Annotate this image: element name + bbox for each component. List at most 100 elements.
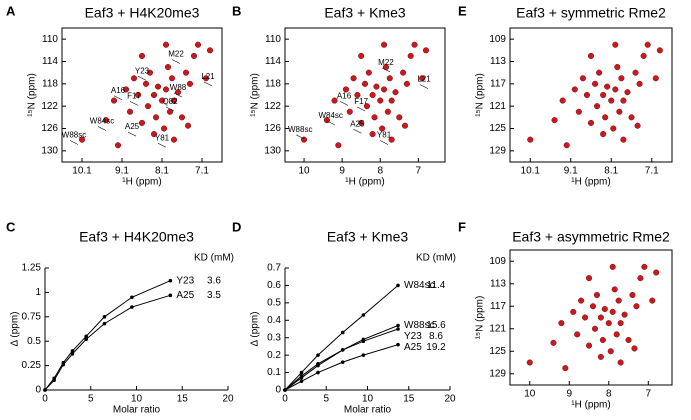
peak: [611, 286, 618, 293]
y-tick-label: 0: [35, 385, 41, 396]
peak: [182, 69, 190, 76]
x-tick-label: 10: [362, 394, 374, 405]
y-tick-label: 121: [489, 323, 506, 334]
peak: [640, 52, 647, 59]
panel-letter: B: [232, 3, 241, 18]
y-tick-label: 125: [489, 123, 506, 134]
kd-value: 15.6: [426, 320, 446, 331]
x-tick-label: 7.1: [195, 166, 209, 177]
peak: [551, 117, 558, 124]
y-tick-label: 126: [264, 123, 281, 134]
y-axis-label: Δ (ppm): [10, 311, 21, 346]
peak-label: Y81: [377, 131, 392, 140]
annotation-box: [381, 67, 391, 73]
peak: [403, 80, 410, 87]
peak-label: Y81: [155, 133, 170, 142]
peak-label: A25: [350, 119, 365, 128]
chart-title: Eaf3 + asymmetric Rme2: [512, 229, 670, 245]
x-tick-label: 5: [88, 394, 94, 405]
peak-label: A16: [111, 86, 126, 95]
peak: [110, 97, 118, 104]
peak: [158, 97, 166, 104]
x-tick-label: 7.1: [645, 166, 659, 177]
peak: [583, 91, 591, 99]
data-point: [299, 374, 304, 378]
data-point: [70, 349, 75, 353]
data-point: [43, 388, 47, 392]
panel-letter: C: [6, 219, 16, 234]
y-tick-label: 130: [264, 145, 281, 156]
x-tick-label: 8.1: [155, 166, 169, 177]
annotation-box: [165, 106, 175, 112]
data-point: [316, 353, 320, 357]
data-point: [61, 362, 66, 367]
peak: [656, 47, 663, 54]
data-point: [396, 342, 400, 347]
peak: [609, 263, 616, 270]
x-tick-label: 7: [646, 389, 652, 400]
y-tick-label: 114: [265, 56, 281, 67]
x-tick-label: 9: [566, 389, 572, 400]
peak: [379, 125, 386, 132]
peak: [363, 103, 370, 110]
data-point: [396, 283, 400, 288]
y-tick-label: 122: [41, 101, 58, 112]
annotation-box: [357, 106, 366, 112]
data-point: [340, 348, 345, 352]
y-tick-label: 125: [489, 346, 506, 357]
x-tick-label: 20: [222, 394, 234, 405]
x-tick-label: 10: [524, 389, 536, 400]
y-tick-label: 130: [41, 145, 58, 156]
peak: [164, 64, 172, 71]
x-tick-label: 15: [403, 394, 415, 405]
peak: [608, 97, 615, 104]
peak: [633, 303, 640, 310]
peak: [388, 136, 395, 143]
y-tick-label: 109: [489, 34, 506, 45]
y-tick-label: 0.75: [22, 311, 42, 322]
y-tick-label: 122: [264, 101, 281, 112]
x-tick-label: 15: [177, 394, 189, 405]
peak: [612, 41, 619, 48]
y-tick-label: 0.1: [267, 367, 281, 378]
peak: [596, 69, 603, 76]
peak: [373, 83, 380, 90]
peak: [400, 69, 407, 76]
peak: [575, 108, 582, 115]
x-tick-label: 8: [377, 166, 383, 177]
y-tick-label: 121: [489, 101, 506, 112]
x-tick-label: 9.1: [564, 166, 578, 177]
data-point: [283, 388, 287, 392]
peak: [380, 41, 388, 48]
peak: [126, 108, 134, 115]
peak: [592, 80, 599, 87]
peak: [617, 320, 624, 327]
y-tick-label: 1.25: [22, 263, 42, 274]
peak: [178, 114, 186, 121]
annotation-box: [171, 59, 181, 64]
peak: [388, 97, 395, 104]
y-tick-label: 113: [490, 56, 506, 67]
peak-label: W88: [170, 83, 187, 92]
x-tick-label: 10: [298, 166, 310, 177]
x-tick-label: 8: [606, 389, 612, 400]
peak-label: L21: [417, 75, 431, 84]
kd-value: 3.5: [207, 290, 221, 301]
chart-title: Eaf3 + Kme3: [327, 229, 409, 245]
peak: [346, 108, 353, 115]
y-axis-label: ¹⁵N (ppm): [475, 296, 486, 340]
peak: [184, 122, 192, 129]
peak: [162, 41, 170, 48]
x-tick-label: 0: [282, 394, 288, 405]
annotation-box: [326, 120, 335, 126]
peak: [144, 103, 152, 110]
peak: [601, 306, 608, 313]
annotation-box: [69, 140, 79, 145]
data-point: [130, 305, 134, 309]
y-tick-label: 110: [42, 34, 58, 45]
kd-value: 3.6: [207, 275, 221, 286]
kd-value: 8.6: [429, 331, 443, 342]
peak: [563, 142, 570, 149]
peak: [579, 75, 586, 82]
peak-label: W84sc: [318, 111, 342, 120]
